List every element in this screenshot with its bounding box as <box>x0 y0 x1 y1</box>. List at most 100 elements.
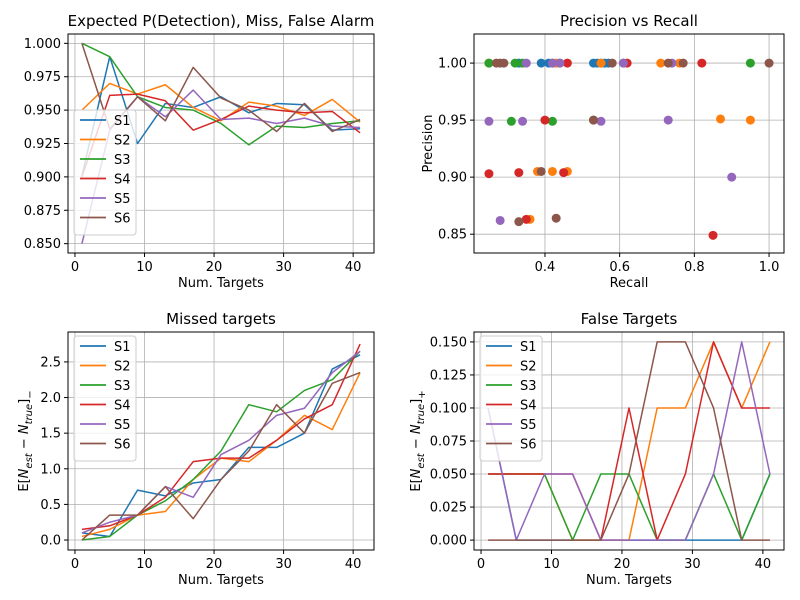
series-line-s4 <box>81 343 361 531</box>
x-tick-label: 0.6 <box>609 260 630 275</box>
scatter-point-s4 <box>559 168 569 178</box>
scatter-point-s3 <box>484 58 494 68</box>
chart-expected-detection: 0 10 20 30 40 0.850 0.875 0.900 0.925 0.950 0.975 1… <box>24 12 375 291</box>
scatter-point-s6 <box>764 58 774 68</box>
axes-frame <box>67 331 375 551</box>
scatter-point-s4 <box>562 58 572 68</box>
x-tick-label: 20 <box>614 557 631 572</box>
scatter-point-s5 <box>518 116 528 126</box>
y-tick-label: 0.050 <box>430 468 467 483</box>
legend-label: S3 <box>520 379 537 394</box>
y-tick-label: 0.0 <box>40 534 61 549</box>
legend-label: S4 <box>114 399 131 414</box>
legend-label: S3 <box>114 153 131 168</box>
plot-area <box>487 341 771 541</box>
y-tick-label: 0.875 <box>24 204 61 219</box>
y-tick-label: 0.000 <box>430 534 467 549</box>
series-line-s4 <box>488 341 770 541</box>
scatter-point-s4 <box>697 58 707 68</box>
legend-label: S1 <box>114 340 131 355</box>
series-line-s3 <box>81 42 361 146</box>
y-tick-label: 0.850 <box>24 237 61 252</box>
legend-box <box>73 335 137 462</box>
series-line-s5 <box>487 341 771 541</box>
x-tick-label: 0 <box>71 557 79 572</box>
legend-label: S4 <box>114 173 131 188</box>
y-tick-label: 1.0 <box>40 462 61 477</box>
y-tick-label: 1.5 <box>40 427 61 442</box>
scatter-point-s2 <box>547 166 557 176</box>
scatter-point-s6 <box>607 58 617 68</box>
x-tick-label: 20 <box>206 557 223 572</box>
x-axis-label: Recall <box>610 276 649 291</box>
x-tick-label: 1.0 <box>759 260 780 275</box>
scatter-point-s5 <box>495 215 505 225</box>
x-tick-label: 20 <box>206 260 223 275</box>
legend-label: S2 <box>114 360 131 375</box>
x-tick-label: 10 <box>136 557 153 572</box>
scatter-point-s5 <box>663 115 673 125</box>
x-axis-label: Num. Targets <box>178 573 264 588</box>
scatter-point-s2 <box>656 58 666 68</box>
y-tick-label: 0.975 <box>24 70 61 85</box>
scatter-point-s3 <box>547 116 557 126</box>
legend-label: S1 <box>114 114 131 129</box>
scatter-point-s5 <box>596 116 606 126</box>
x-axis-label: Num. Targets <box>178 276 264 291</box>
legend-label: S5 <box>520 418 537 433</box>
y-tick-label: 0.025 <box>430 501 467 516</box>
series-line-s3 <box>81 350 361 541</box>
scatter-point-s5 <box>555 58 565 68</box>
y-tick-label: 0.90 <box>438 171 467 186</box>
plot-area <box>81 42 361 244</box>
scatter-point-s5 <box>484 116 494 126</box>
scatter-point-s6 <box>663 58 673 68</box>
y-axis-label: Precision <box>421 114 436 172</box>
y-tick-label: 1.000 <box>24 37 61 52</box>
legend-box <box>479 335 543 462</box>
y-tick-label: 0.925 <box>24 137 61 152</box>
plot-area <box>484 58 774 240</box>
scatter-point-s5 <box>618 58 628 68</box>
y-axis-label: E[Nest − Ntrue]+ <box>409 390 428 491</box>
y-tick-label: 1.00 <box>438 57 467 72</box>
scatter-point-s4 <box>540 115 550 125</box>
y-tick-label: 0.95 <box>438 114 467 129</box>
y-tick-label: 0.85 <box>438 228 467 243</box>
chart-precision-recall: 0.4 0.6 0.8 1.0 0.85 0.90 0.95 1.00 Precision vs… <box>421 12 785 291</box>
scatter-point-s6 <box>514 217 524 227</box>
scatter-point-s6 <box>536 166 546 176</box>
scatter-point-s2 <box>596 58 606 68</box>
x-tick-label: 0 <box>477 557 485 572</box>
scatter-point-s1 <box>536 58 546 68</box>
chart-title: Precision vs Recall <box>560 12 698 30</box>
series-line-s2 <box>81 82 361 123</box>
scatter-point-s4 <box>484 169 494 179</box>
scatter-point-s5 <box>521 58 531 68</box>
y-tick-label: 2.0 <box>40 391 61 406</box>
x-tick-label: 40 <box>755 557 772 572</box>
y-tick-label: 0.075 <box>430 435 467 450</box>
legend-label: S1 <box>520 340 537 355</box>
scatter-point-s4 <box>514 168 524 178</box>
scatter-point-s6 <box>499 58 509 68</box>
scatter-point-s2 <box>745 115 755 125</box>
legend-label: S6 <box>114 438 131 453</box>
chart-false-targets: 0 10 20 30 40 0.000 0.025 0.050 0.075 0.100 0.125 0… <box>409 310 785 588</box>
chart-title: Missed targets <box>166 310 276 328</box>
chart-missed-targets: 0 10 20 30 40 0.0 0.5 1.0 1.5 2.0 2.5 Missed target… <box>17 310 375 588</box>
legend-box <box>73 109 137 236</box>
chart-title: Expected P(Detection), Miss, False Alarm <box>68 12 375 30</box>
legend-label: S2 <box>520 360 537 375</box>
legend-label: S4 <box>520 399 537 414</box>
x-tick-label: 0.4 <box>535 260 556 275</box>
x-tick-label: 0.8 <box>684 260 705 275</box>
legend-label: S2 <box>114 134 131 149</box>
scatter-point-s6 <box>551 213 561 223</box>
y-tick-label: 0.125 <box>430 368 467 383</box>
x-tick-label: 10 <box>543 557 560 572</box>
series-line-s6 <box>488 341 770 541</box>
scatter-point-s6 <box>678 58 688 68</box>
